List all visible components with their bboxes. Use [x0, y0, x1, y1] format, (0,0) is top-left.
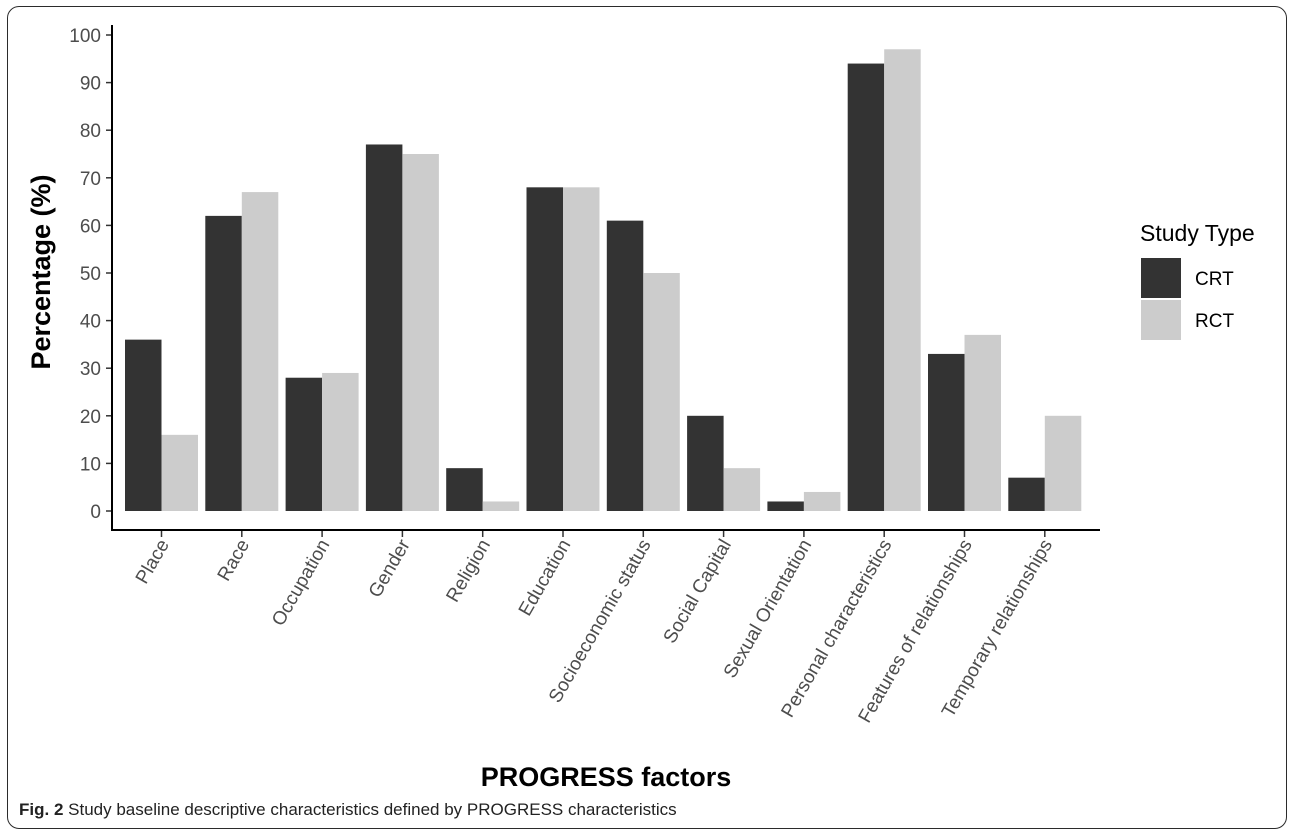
legend: Study Type CRT RCT — [1140, 220, 1255, 340]
bar-rct-place: RCT — Place: 16 — [161, 434, 198, 511]
x-tick-label: Occupation — [268, 536, 334, 630]
bar-crt-race: CRT — Race: 62 — [205, 215, 242, 511]
x-tick-label: Sexual Orientation — [720, 536, 816, 682]
legend-title: Study Type — [1140, 220, 1255, 246]
bar-crt-place: CRT — Place: 36 — [125, 339, 162, 511]
bar-crt-features-of-relationships: CRT — Features of relationships: 33 — [928, 353, 965, 511]
bar-crt-temporary-relationships: CRT — Temporary relationships: 7 — [1008, 477, 1045, 511]
bar-crt-socioeconomic-status: CRT — Socioeconomic status: 61 — [606, 220, 644, 511]
bar-rct-socioeconomic-status: RCT — Socioeconomic status: 50 — [643, 273, 680, 511]
x-tick-label: Education — [515, 536, 575, 620]
y-axis-ticks: 0 10 20 30 40 50 60 70 80 90 100 — [69, 26, 112, 523]
x-tick-label: Race — [214, 536, 254, 585]
bar-rct-education: RCT — Education: 68 — [563, 187, 600, 511]
bars: CRT — Place: 36RCT — Place: 16CRT — Race… — [125, 49, 1082, 512]
y-tick-label: 80 — [80, 121, 101, 142]
legend-label-crt: CRT — [1195, 269, 1234, 290]
bar-crt-sexual-orientation: CRT — Sexual Orientation: 2 — [767, 501, 804, 511]
x-tick-label: Religion — [443, 536, 496, 606]
bar-rct-features-of-relationships: RCT — Features of relationships: 37 — [964, 334, 1001, 511]
y-axis-label: Percentage (%) — [26, 174, 56, 369]
x-axis-ticks: Place Race Occupation Gender Religion Educati… — [132, 530, 1057, 727]
figure-caption-text: Study baseline descriptive characteristi… — [68, 800, 677, 819]
y-tick-label: 90 — [80, 74, 101, 95]
y-tick-label: 60 — [80, 216, 101, 237]
y-tick-label: 0 — [90, 502, 101, 523]
x-tick-label: Gender — [365, 535, 415, 601]
bar-rct-religion: RCT — Religion: 2 — [482, 501, 520, 511]
bar-rct-gender: RCT — Gender: 75 — [402, 154, 439, 511]
bar-crt-personal-characteristics: CRT — Personal characteristics: 94 — [847, 63, 885, 512]
bar-rct-personal-characteristics: RCT — Personal characteristics: 97 — [884, 49, 921, 511]
legend-key-crt — [1141, 258, 1181, 298]
y-tick-label: 40 — [80, 312, 101, 333]
y-tick-label: 70 — [80, 169, 101, 190]
y-tick-label: 100 — [69, 26, 101, 47]
x-tick-label: Place — [132, 536, 174, 588]
x-tick-label: Social Capital — [660, 536, 736, 647]
legend-label-rct: RCT — [1195, 311, 1234, 332]
bar-rct-temporary-relationships: RCT — Temporary relationships: 20 — [1044, 415, 1082, 511]
bar-rct-sexual-orientation: RCT — Sexual Orientation: 4 — [803, 491, 841, 511]
bar-crt-gender: CRT — Gender: 77 — [365, 144, 403, 512]
y-tick-label: 20 — [80, 407, 101, 428]
bar-crt-occupation: CRT — Occupation: 28 — [285, 377, 323, 511]
bar-crt-social-capital: CRT — Social Capital: 20 — [687, 415, 724, 511]
y-tick-label: 10 — [80, 454, 101, 475]
y-tick-label: 30 — [80, 359, 101, 380]
bar-rct-social-capital: RCT — Social Capital: 9 — [723, 468, 761, 511]
legend-key-rct — [1141, 300, 1181, 340]
figure-caption: Fig. 2 Study baseline descriptive charac… — [19, 800, 677, 820]
figure-caption-label: Fig. 2 — [19, 800, 64, 819]
bar-crt-education: CRT — Education: 68 — [526, 187, 563, 511]
bar-rct-occupation: RCT — Occupation: 29 — [322, 372, 359, 511]
bar-rct-race: RCT — Race: 67 — [241, 192, 279, 511]
bar-crt-religion: CRT — Religion: 9 — [446, 468, 483, 511]
y-tick-label: 50 — [80, 264, 101, 285]
x-axis-label: PROGRESS factors — [481, 762, 732, 792]
